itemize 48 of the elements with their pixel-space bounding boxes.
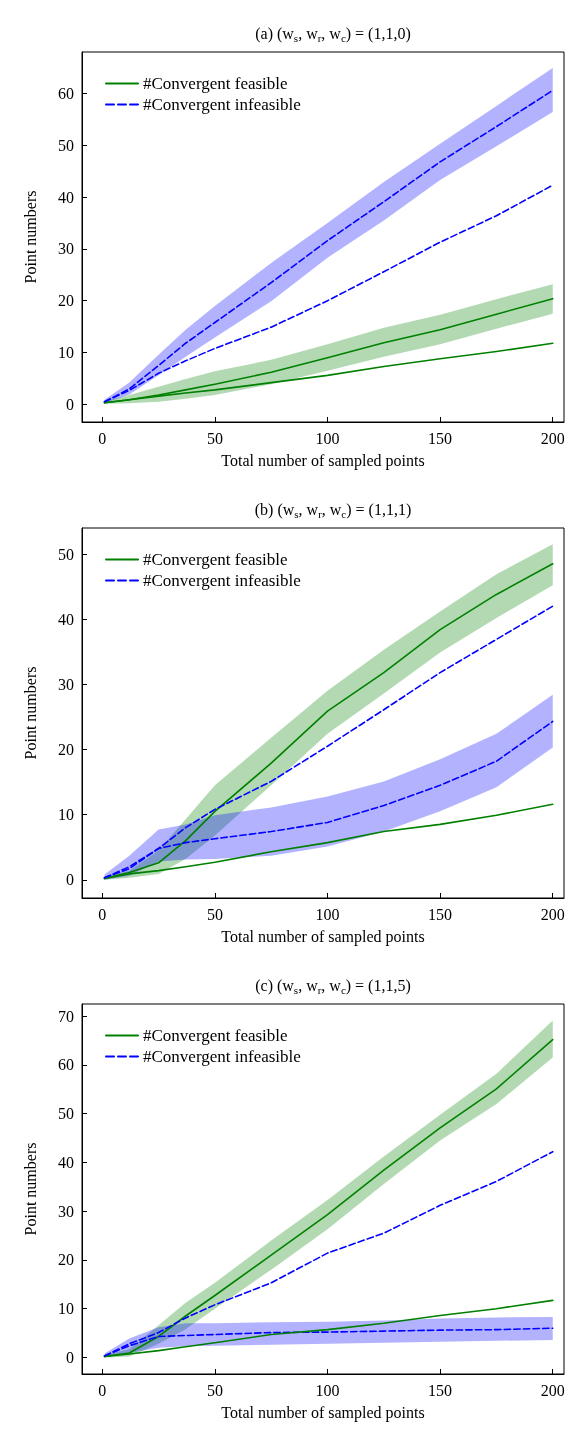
x-tick-label: 200 [540, 905, 565, 923]
x-tick-label: 0 [98, 429, 107, 447]
y-tick-label: 0 [66, 395, 74, 413]
x-tick-label: 200 [540, 1381, 565, 1399]
x-axis-title: Total number of sampled points [221, 927, 425, 946]
legend-label: #Convergent infeasible [143, 571, 301, 590]
y-tick-label: 10 [58, 1300, 74, 1318]
y-tick-label: 30 [58, 240, 74, 258]
y-tick-label: 30 [58, 675, 74, 693]
x-axis-title: Total number of sampled points [221, 1403, 425, 1422]
x-tick-label: 100 [315, 905, 340, 923]
x-tick-label: 0 [98, 905, 107, 923]
x-tick-label: 50 [206, 1381, 223, 1399]
x-tick-label: 150 [428, 1381, 453, 1399]
y-tick-label: 0 [66, 871, 74, 889]
x-tick-label: 150 [428, 429, 453, 447]
y-tick-label: 20 [58, 1251, 74, 1269]
y-axis-title: Point numbers [21, 1142, 39, 1236]
legend-label: #Convergent feasible [143, 1026, 288, 1045]
x-tick-label: 100 [315, 1381, 340, 1399]
y-tick-label: 20 [58, 740, 74, 758]
x-tick-label: 50 [206, 429, 223, 447]
y-tick-label: 40 [58, 188, 74, 206]
legend-label: #Convergent feasible [143, 74, 288, 93]
y-tick-label: 50 [58, 1105, 74, 1123]
y-tick-label: 70 [58, 1007, 74, 1025]
x-axis-title: Total number of sampled points [221, 451, 425, 470]
y-tick-label: 0 [66, 1348, 74, 1366]
y-axis-title: Point numbers [21, 190, 39, 284]
y-tick-label: 60 [58, 84, 74, 102]
y-tick-label: 40 [58, 610, 74, 628]
x-tick-label: 0 [98, 1381, 107, 1399]
y-tick-label: 40 [58, 1153, 74, 1171]
y-tick-label: 50 [58, 136, 74, 154]
legend-label: #Convergent infeasible [143, 1047, 301, 1066]
x-tick-label: 200 [540, 429, 565, 447]
y-tick-label: 60 [58, 1056, 74, 1074]
y-tick-label: 10 [58, 806, 74, 824]
y-tick-label: 30 [58, 1202, 74, 1220]
legend-label: #Convergent feasible [143, 550, 288, 569]
x-tick-label: 150 [428, 905, 453, 923]
x-tick-label: 50 [206, 905, 223, 923]
y-tick-label: 50 [58, 545, 74, 563]
y-axis-title: Point numbers [21, 666, 39, 760]
y-tick-label: 10 [58, 344, 74, 362]
x-tick-label: 100 [315, 429, 340, 447]
legend-label: #Convergent infeasible [143, 95, 301, 114]
y-tick-label: 20 [58, 292, 74, 310]
